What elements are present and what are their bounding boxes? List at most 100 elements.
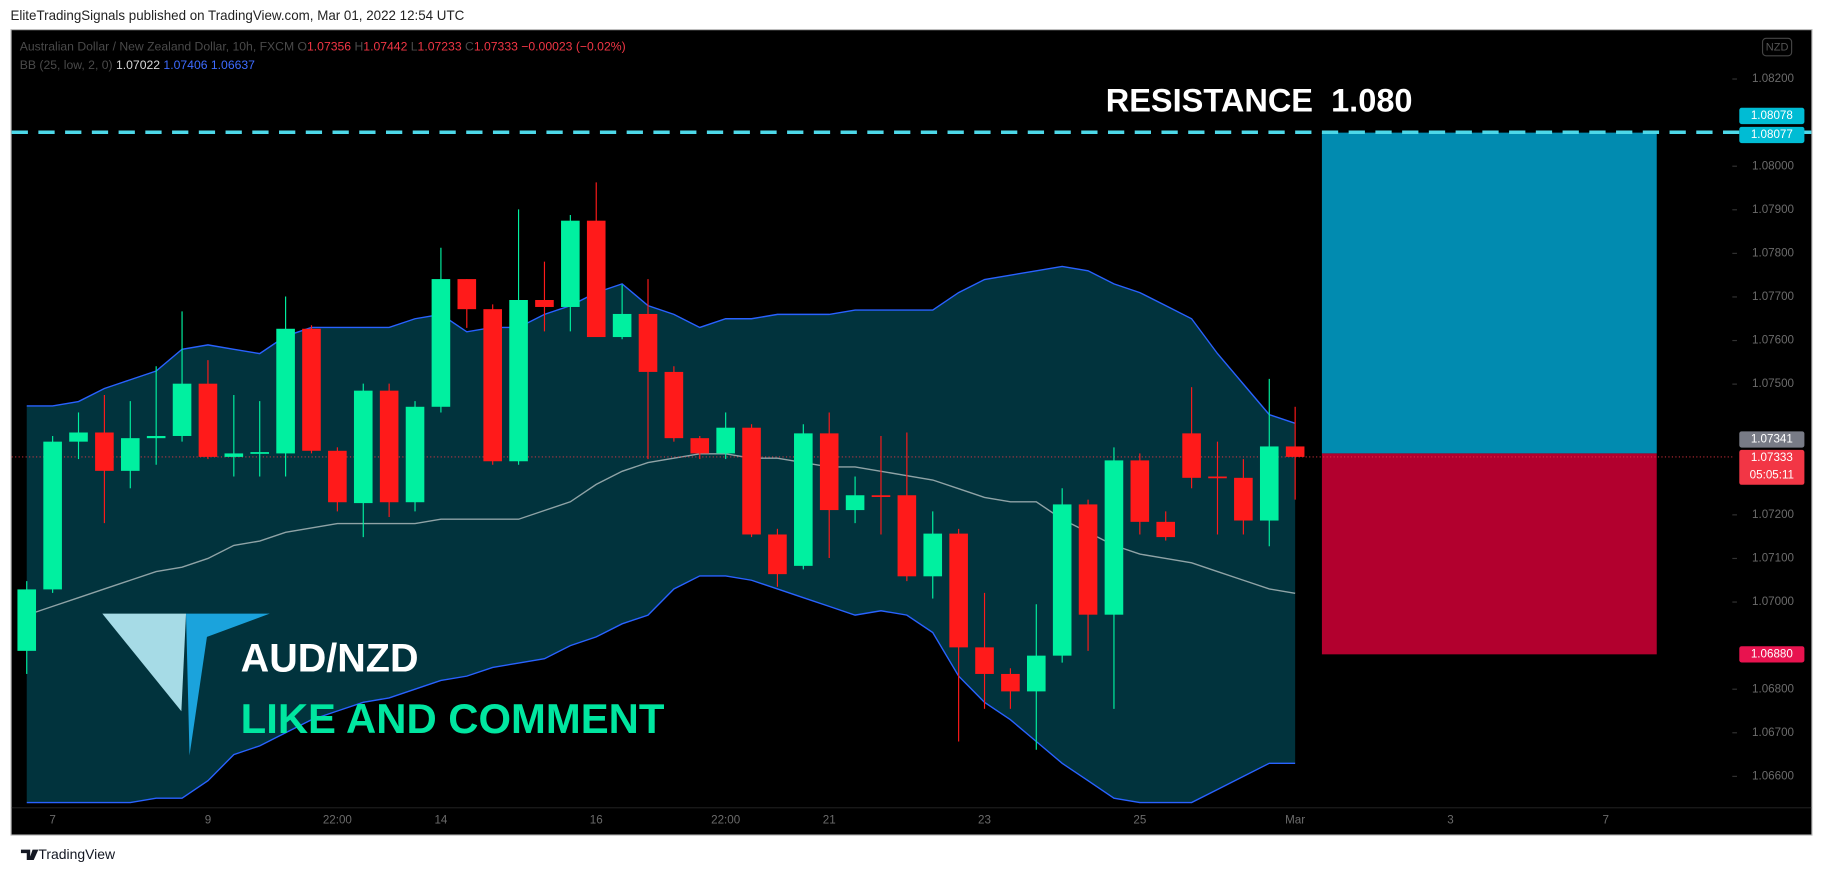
legend-value: 1.07356: [307, 40, 351, 54]
candle-body: [535, 300, 554, 307]
candle-body: [379, 390, 399, 503]
candle-body: [975, 647, 994, 674]
x-tick-label: 21: [823, 814, 836, 827]
candle-body: [1104, 460, 1124, 615]
currency: NZD: [1766, 42, 1789, 54]
y-tick-label: 1.07100: [1752, 552, 1794, 565]
x-tick-label: 16: [590, 814, 603, 827]
candle-body: [742, 427, 761, 535]
price-tag-label: 1.08078: [1751, 109, 1793, 122]
legend-key: O: [298, 40, 307, 54]
candle-body: [146, 435, 166, 439]
bb-value: 1.06637: [211, 58, 255, 72]
candle-body: [198, 383, 218, 457]
candle-body: [1259, 446, 1279, 521]
candle-body: [690, 438, 710, 454]
legend-symbol: Australian Dollar / New Zealand Dollar, …: [20, 40, 294, 54]
legend-key: H: [354, 40, 363, 54]
candle-body: [17, 589, 37, 651]
candle-body: [716, 427, 735, 454]
legend-value: 1.07442: [363, 40, 407, 54]
legend-value: 1.07333: [474, 40, 518, 54]
band-upper: [26, 265, 1296, 425]
candle-body: [483, 309, 502, 462]
candle-body: [949, 533, 968, 648]
y-tick-label: 1.06800: [1752, 682, 1794, 695]
brand-logo: [20, 849, 39, 861]
currency-badge: [1761, 37, 1793, 57]
candle-body: [871, 495, 891, 498]
candle-body: [638, 313, 658, 372]
candle-body: [1078, 504, 1098, 615]
x-tick-label: 22:00: [711, 814, 740, 827]
y-tick-label: 1.07900: [1752, 203, 1794, 216]
candle-body: [897, 495, 917, 577]
x-tick-label: 22:00: [323, 814, 352, 827]
brand: TradingView: [38, 846, 116, 862]
bb-label: BB (25, low, 2, 0): [20, 58, 113, 72]
candle-body: [1052, 504, 1072, 656]
x-tick-label: 25: [1133, 814, 1146, 827]
candle-body: [276, 328, 295, 454]
candle-body: [43, 441, 62, 590]
candle-body: [794, 433, 813, 566]
bb-value: 1.07406: [163, 58, 207, 72]
y-tick-label: 1.07000: [1752, 595, 1794, 608]
y-tick-label: 1.08000: [1752, 159, 1794, 172]
y-tick-label: 1.07700: [1752, 290, 1794, 303]
y-tick-label: 1.07200: [1752, 508, 1794, 521]
candle-body: [1208, 476, 1227, 479]
x-tick-label: 7: [49, 814, 55, 827]
candle-body: [1156, 521, 1176, 538]
price-tag: [1739, 431, 1805, 448]
loss-zone: [1321, 453, 1657, 655]
candle-body: [302, 328, 321, 451]
candle-body: [1130, 460, 1150, 522]
price-tag-label: 1.06880: [1751, 647, 1793, 660]
legend-change: −0.00023 (−0.02%): [521, 40, 625, 54]
candle-body: [405, 406, 425, 503]
y-tick-label: 1.07800: [1752, 246, 1794, 259]
x-tick-label: 14: [434, 814, 447, 827]
candle-body: [1001, 673, 1020, 692]
candle-body: [457, 279, 477, 310]
plot: RESISTANCE 1.080 1.08200 1.08000 1.07900 1.0…: [11, 72, 1812, 827]
x-tick-label: 7: [1603, 814, 1609, 827]
bb-legend: BB (25, low, 2, 0) 1.07022 1.07406 1.066…: [20, 58, 255, 72]
x-tick-label: 9: [205, 814, 211, 827]
y-tick-label: 1.08200: [1752, 72, 1794, 85]
band-lower: [26, 575, 1296, 804]
profit-zone: [1321, 132, 1657, 454]
candle-body: [69, 432, 88, 442]
x-tick-label: Mar: [1285, 814, 1305, 827]
legend-key: L: [411, 40, 418, 54]
logo-left: [102, 613, 187, 712]
candle-body: [1285, 446, 1305, 457]
pair-label: AUD/NZD: [241, 637, 419, 681]
price-tag-label: 1.08077: [1751, 128, 1793, 141]
candle-body: [172, 383, 192, 436]
candle-body: [586, 220, 606, 338]
legend-value: 1.07233: [418, 40, 462, 54]
price-tag: [1739, 107, 1805, 125]
candle-body: [509, 300, 528, 462]
candle-body: [845, 495, 865, 511]
resistance-label: RESISTANCE 1.080: [1106, 83, 1413, 119]
call-to-action: LIKE AND COMMENT: [241, 695, 665, 742]
x-tick-label: 3: [1447, 814, 1453, 827]
price-tag-label: 1.07341: [1751, 433, 1793, 446]
candle-body: [561, 220, 580, 307]
candle-body: [612, 313, 632, 338]
price-tag: [1739, 126, 1805, 144]
legend-key: C: [465, 40, 474, 54]
y-tick-label: 1.07600: [1752, 334, 1794, 347]
candle-body: [95, 432, 114, 471]
candle-body: [819, 433, 839, 511]
logo-right: [186, 613, 270, 756]
bb-value: 1.07022: [116, 58, 160, 72]
candle-body: [431, 279, 451, 407]
candle-body: [1234, 477, 1253, 521]
candle-body: [768, 534, 787, 575]
y-tick-label: 1.06700: [1752, 726, 1794, 739]
candle-body: [664, 371, 684, 439]
